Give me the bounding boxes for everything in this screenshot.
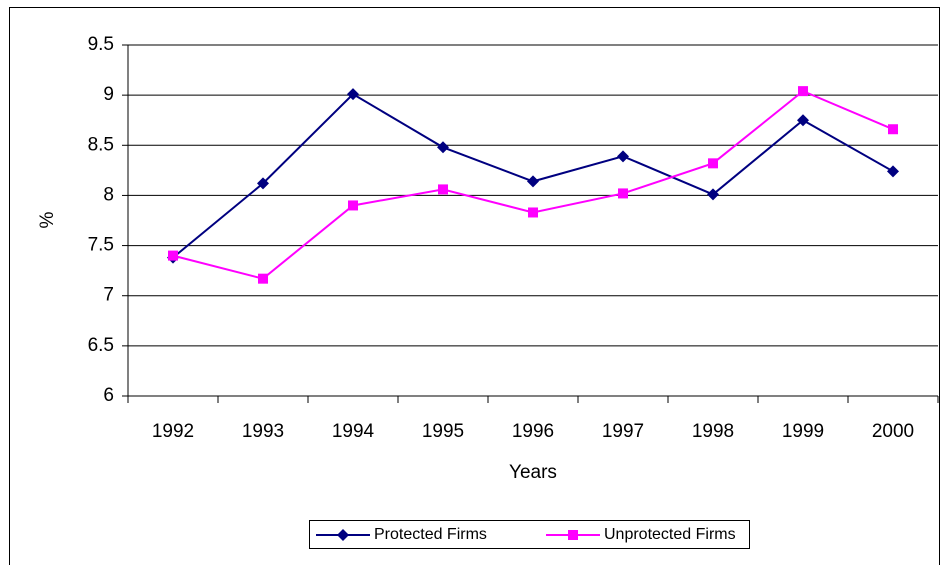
data-point xyxy=(438,184,448,195)
chart-frame xyxy=(9,7,940,565)
data-point xyxy=(707,188,719,201)
y-tick-label: 8.5 xyxy=(88,134,114,155)
y-axis-label: % xyxy=(37,211,58,228)
y-tick-label: 8 xyxy=(103,184,114,205)
data-point xyxy=(797,114,809,127)
x-axis-label: Years xyxy=(509,462,557,483)
data-point xyxy=(528,207,538,218)
x-tick-label: 1999 xyxy=(782,421,824,442)
y-tick-label: 6 xyxy=(103,385,114,406)
data-point xyxy=(617,150,629,163)
legend-marker xyxy=(337,529,349,541)
legend xyxy=(309,520,750,549)
x-tick-label: 1993 xyxy=(242,421,284,442)
y-tick-label: 9 xyxy=(103,84,114,105)
x-tick-label: 1992 xyxy=(152,421,194,442)
x-tick-label: 2000 xyxy=(872,421,914,442)
data-point xyxy=(347,88,359,101)
y-tick-label: 7 xyxy=(103,285,114,306)
data-point xyxy=(618,188,628,199)
data-point xyxy=(168,250,178,261)
y-tick-label: 7.5 xyxy=(88,235,114,256)
data-point xyxy=(258,273,268,284)
data-point xyxy=(437,141,449,154)
x-tick-label: 1997 xyxy=(602,421,644,442)
y-tick-label: 6.5 xyxy=(88,335,114,356)
x-tick-label: 1994 xyxy=(332,421,375,442)
legend-marker xyxy=(568,530,578,540)
x-tick-label: 1995 xyxy=(422,421,464,442)
y-tick-label: 9.5 xyxy=(88,34,114,55)
x-tick-label: 1998 xyxy=(692,421,734,442)
data-point xyxy=(257,177,269,190)
legend-label: Protected Firms xyxy=(374,526,487,543)
legend-label: Unprotected Firms xyxy=(604,526,736,543)
x-tick-label: 1996 xyxy=(512,421,554,442)
data-point xyxy=(527,175,539,188)
data-point xyxy=(708,158,718,169)
data-point xyxy=(888,124,898,135)
data-point xyxy=(887,165,899,178)
data-point xyxy=(348,200,358,211)
data-point xyxy=(798,86,808,97)
